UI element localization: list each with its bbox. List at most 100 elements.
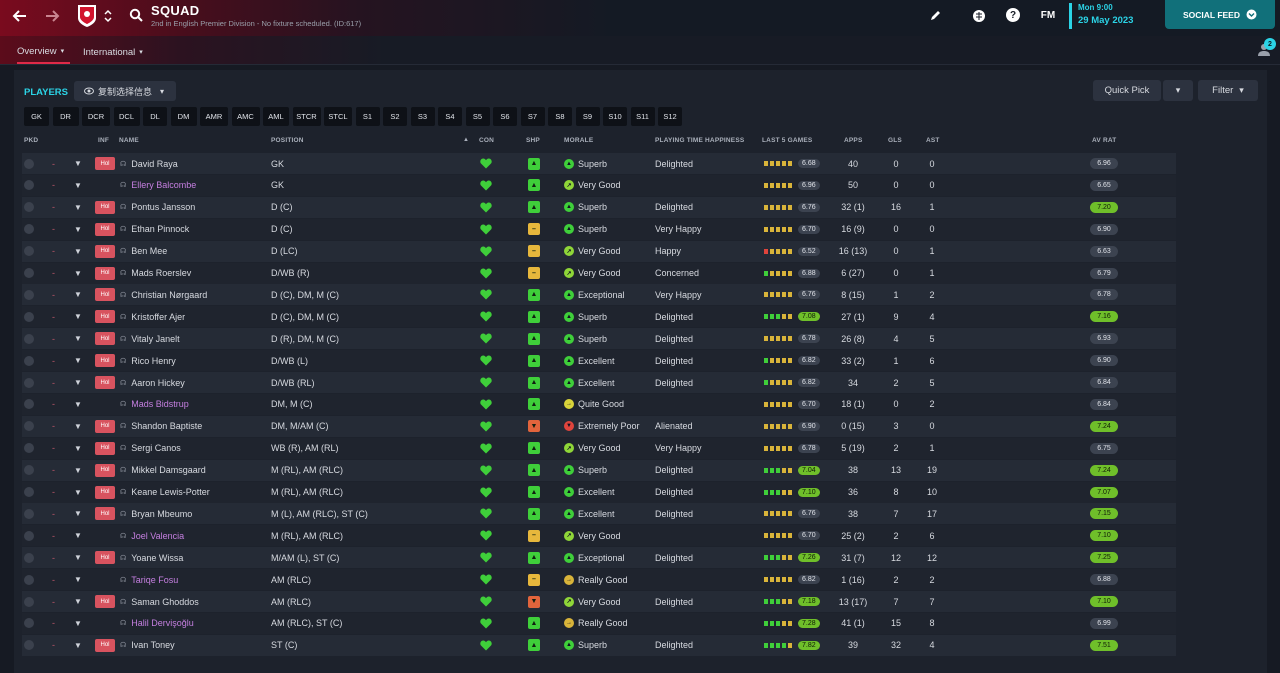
- player-name-cell[interactable]: ☊ Saman Ghoddos: [120, 591, 199, 612]
- social-feed-button[interactable]: SOCIAL FEED: [1165, 0, 1275, 29]
- position-filter-amr[interactable]: AMR: [200, 107, 228, 126]
- club-badge[interactable]: [74, 2, 100, 30]
- row-menu-chevron-icon[interactable]: ▼: [74, 575, 82, 585]
- position-filter-dcr[interactable]: DCR: [82, 107, 110, 126]
- pick-checkbox[interactable]: [24, 438, 38, 459]
- position-filter-s9[interactable]: S9: [575, 107, 600, 126]
- row-menu-chevron-icon[interactable]: ▼: [74, 159, 82, 168]
- table-row[interactable]: - ▼ Hol ☊ Keane Lewis-Potter M (RL), AM (RLC)…: [22, 481, 1176, 503]
- row-menu-chevron-icon[interactable]: ▼: [74, 224, 82, 234]
- player-name-cell[interactable]: ☊ Christian Nørgaard: [120, 284, 207, 305]
- col-header-inf[interactable]: INF: [98, 137, 110, 144]
- position-filter-s11[interactable]: S11: [630, 107, 655, 126]
- pick-checkbox[interactable]: [24, 241, 38, 262]
- row-menu-chevron-icon[interactable]: ▼: [74, 356, 82, 366]
- player-name-cell[interactable]: ☊ Ethan Pinnock: [120, 219, 189, 240]
- row-menu-chevron-icon[interactable]: ▼: [74, 180, 82, 190]
- table-row[interactable]: - ▼ Hol ☊ Vitaly Janelt D (R), DM, M (C) ▲ ▲ Sup…: [22, 328, 1176, 350]
- col-header-con[interactable]: CON: [479, 137, 495, 144]
- row-menu-chevron-icon[interactable]: ▼: [74, 509, 82, 519]
- position-filter-s12[interactable]: S12: [658, 107, 682, 126]
- position-filter-s3[interactable]: S3: [410, 107, 435, 126]
- player-name-cell[interactable]: ☊ Halil Dervişoğlu: [120, 613, 194, 634]
- table-row[interactable]: - ▼ Hol ☊ Saman Ghoddos AM (RLC) ▼ ↗ Very Good De…: [22, 591, 1176, 612]
- player-name-cell[interactable]: ☊ Pontus Jansson: [120, 197, 195, 218]
- pick-checkbox[interactable]: [24, 328, 38, 349]
- player-name-cell[interactable]: ☊ Vitaly Janelt: [120, 328, 180, 349]
- table-row[interactable]: - ▼ Hol ☊ Kristoffer Ajer D (C), DM, M (C) ▲ ▲ S…: [22, 306, 1176, 328]
- col-header-pth[interactable]: PLAYING TIME HAPPINESS: [655, 137, 745, 144]
- row-menu-chevron-icon[interactable]: ▼: [74, 246, 82, 256]
- tab-overview[interactable]: Overview ▾: [17, 40, 70, 64]
- row-menu-chevron-icon[interactable]: ▼: [74, 531, 82, 541]
- row-menu-chevron-icon[interactable]: ▼: [74, 618, 82, 628]
- table-row[interactable]: - ▼ Hol ☊ Mikkel Damsgaard M (RL), AM (RLC) ▲ ▲…: [22, 459, 1176, 481]
- col-header-last5[interactable]: LAST 5 GAMES: [762, 137, 813, 144]
- table-row[interactable]: - ▼ Hol ☊ Aaron Hickey D/WB (RL) ▲ ▲ Excellent De…: [22, 372, 1176, 393]
- player-name-cell[interactable]: ☊ Shandon Baptiste: [120, 416, 202, 437]
- pick-checkbox[interactable]: [24, 525, 38, 546]
- forward-button[interactable]: [42, 6, 62, 26]
- player-name-cell[interactable]: ☊ Kristoffer Ajer: [120, 306, 185, 327]
- row-menu-chevron-icon[interactable]: ▼: [74, 290, 82, 300]
- edit-button[interactable]: [926, 7, 944, 25]
- position-filter-s5[interactable]: S5: [465, 107, 490, 126]
- copy-selection-button[interactable]: 复制选择信息 ▾: [74, 81, 176, 101]
- table-row[interactable]: - ▼ Hol ☊ Sergi Canos WB (R), AM (RL) ▲ ↗ Very G…: [22, 437, 1176, 459]
- search-button[interactable]: [127, 6, 145, 24]
- table-row[interactable]: - ▼ Hol ☊ Rico Henry D/WB (L) ▲ ▲ Excellent Delig…: [22, 350, 1176, 372]
- table-row[interactable]: - ▼ ☊ Mads Bidstrup DM, M (C) ▲ → Quite Good 6.7…: [22, 393, 1176, 415]
- table-row[interactable]: - ▼ Hol ☊ Mads Roerslev D/WB (R) – ↗ Very Good Co…: [22, 262, 1176, 284]
- player-name-cell[interactable]: ☊ Keane Lewis-Potter: [120, 482, 210, 503]
- table-row[interactable]: - ▼ Hol ☊ Christian Nørgaard D (C), DM, M (C)…: [22, 284, 1176, 306]
- player-name-cell[interactable]: ☊ Joel Valencia: [120, 525, 184, 546]
- position-filter-s1[interactable]: S1: [355, 107, 380, 126]
- pick-checkbox[interactable]: [24, 306, 38, 327]
- pick-checkbox[interactable]: [24, 547, 38, 568]
- row-menu-chevron-icon[interactable]: ▼: [74, 421, 82, 431]
- position-filter-stcr[interactable]: STCR: [292, 107, 321, 126]
- pick-checkbox[interactable]: [24, 591, 38, 612]
- table-row[interactable]: - ▼ ☊ Tariqe Fosu AM (RLC) – → Really Good 6.82 1…: [22, 569, 1176, 591]
- help-button[interactable]: ?: [1004, 6, 1022, 24]
- table-row[interactable]: - ▼ Hol ☊ Shandon Baptiste DM, M/AM (C) ▼ ▼ Extr…: [22, 415, 1176, 437]
- position-filter-amc[interactable]: AMC: [231, 107, 260, 126]
- pick-checkbox[interactable]: [24, 153, 38, 174]
- player-name-cell[interactable]: ☊ David Raya: [120, 153, 178, 174]
- notifications-button[interactable]: 2: [1252, 38, 1276, 60]
- table-row[interactable]: - ▼ Hol ☊ Pontus Jansson D (C) ▲ ▲ Superb Delight…: [22, 196, 1176, 218]
- pick-checkbox[interactable]: [24, 263, 38, 284]
- table-row[interactable]: - ▼ ☊ Ellery Balcombe GK ▲ ↗ Very Good 6.96 50 0 0 6…: [22, 174, 1176, 196]
- table-row[interactable]: - ▼ Hol ☊ Ben Mee D (LC) – ↗ Very Good Happy 6.52 1…: [22, 240, 1176, 262]
- player-name-cell[interactable]: ☊ Ellery Balcombe: [120, 175, 196, 196]
- pick-checkbox[interactable]: [24, 175, 38, 196]
- tab-international[interactable]: International ▾: [83, 40, 153, 64]
- row-menu-chevron-icon[interactable]: ▼: [74, 312, 82, 322]
- player-name-cell[interactable]: ☊ Rico Henry: [120, 350, 176, 371]
- position-filter-s2[interactable]: S2: [383, 107, 407, 126]
- position-filter-s6[interactable]: S6: [493, 107, 517, 126]
- row-menu-chevron-icon[interactable]: ▼: [74, 553, 82, 563]
- row-menu-chevron-icon[interactable]: ▼: [74, 378, 82, 387]
- date-panel[interactable]: Mon 9:00 29 May 2023: [1069, 3, 1157, 29]
- back-button[interactable]: [10, 6, 30, 26]
- pick-checkbox[interactable]: [24, 482, 38, 503]
- pick-checkbox[interactable]: [24, 197, 38, 218]
- pick-checkbox[interactable]: [24, 460, 38, 481]
- pick-checkbox[interactable]: [24, 394, 38, 415]
- position-filter-s4[interactable]: S4: [438, 107, 462, 126]
- position-filter-s8[interactable]: S8: [548, 107, 572, 126]
- position-filter-s10[interactable]: S10: [603, 107, 627, 126]
- row-menu-chevron-icon[interactable]: ▼: [74, 465, 82, 475]
- position-filter-dm[interactable]: DM: [170, 107, 197, 126]
- table-row[interactable]: - ▼ ☊ Joel Valencia M (RL), AM (RLC) – ↗ Very G…: [22, 525, 1176, 547]
- filter-button[interactable]: Filter ▾: [1198, 80, 1258, 101]
- position-filter-dr[interactable]: DR: [52, 107, 79, 126]
- fm-menu-button[interactable]: FM: [1040, 9, 1056, 21]
- position-filter-stcl[interactable]: STCL: [324, 107, 352, 126]
- col-header-shp[interactable]: SHP: [526, 137, 540, 144]
- table-row[interactable]: - ▼ Hol ☊ Yoane Wissa M/AM (L), ST (C) ▲ ▲ Excep…: [22, 547, 1176, 569]
- player-name-cell[interactable]: ☊ Bryan Mbeumo: [120, 503, 192, 524]
- row-menu-chevron-icon[interactable]: ▼: [74, 268, 82, 278]
- position-filter-aml[interactable]: AML: [263, 107, 289, 126]
